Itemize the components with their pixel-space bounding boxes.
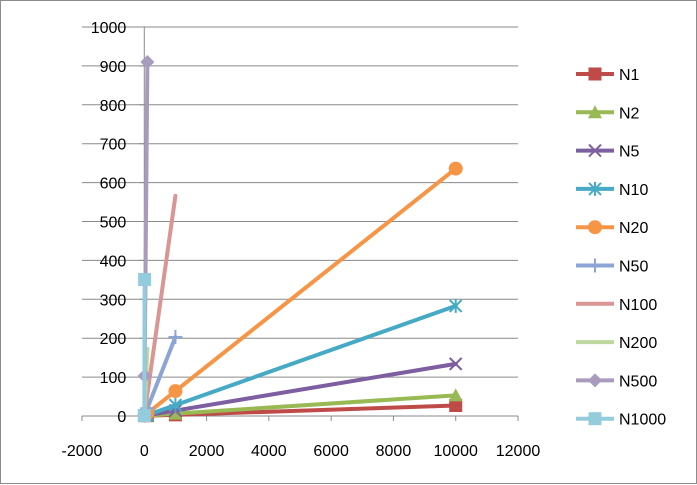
legend-label-n2: N2 [619, 105, 640, 122]
series-line-n20 [145, 169, 456, 416]
legend-label-n20: N20 [619, 220, 648, 237]
x-tick-label: 0 [140, 443, 149, 460]
x-tick-label: 10000 [433, 443, 478, 460]
y-tick-label: 700 [100, 137, 127, 154]
y-tick-label: 500 [100, 215, 127, 232]
x-tick-label: 12000 [496, 443, 541, 460]
y-tick-label: 400 [100, 253, 127, 270]
legend-item-n2: N2 [576, 105, 640, 122]
data-point-n50 [168, 330, 182, 344]
series-layer [138, 55, 463, 423]
axes: 0 100 200 300 400 500 600 700 800 900 1000 -2000 0 20… [62, 20, 541, 460]
data-point-n1000 [139, 273, 151, 285]
legend-marker-n50 [588, 259, 602, 273]
legend-label-n10: N10 [619, 182, 648, 199]
x-tick-label: 6000 [313, 443, 349, 460]
legend-item-n20: N20 [576, 220, 648, 237]
legend-label-n5: N5 [619, 144, 640, 161]
legend-item-n5: N5 [576, 144, 640, 161]
data-point-n1000 [138, 410, 150, 422]
legend-marker-n20 [588, 220, 602, 234]
legend-label-n50: N50 [619, 259, 648, 276]
x-tick-label: 4000 [251, 443, 287, 460]
x-tick-label: -2000 [62, 443, 103, 460]
legend-label-n200: N200 [619, 335, 657, 352]
y-tick-label: 900 [100, 59, 127, 76]
x-tick-label: 8000 [376, 443, 412, 460]
legend-label-n500: N500 [619, 373, 657, 390]
legend-item-n10: N10 [576, 182, 648, 199]
y-tick-label: 600 [100, 176, 127, 193]
legend-label-n1: N1 [619, 67, 640, 84]
legend-marker-n1 [589, 68, 601, 80]
legend-item-n100: N100 [576, 297, 657, 314]
y-tick-label: 200 [100, 331, 127, 348]
y-tick-label: 800 [100, 98, 127, 115]
legend-item-n1: N1 [576, 67, 640, 84]
legend: N1 N2 N5 N10 N20 N50 N100 N200 N500 N1000 [576, 67, 666, 429]
legend-item-n50: N50 [576, 259, 648, 276]
legend-item-n200: N200 [576, 335, 657, 352]
legend-label-n100: N100 [619, 297, 657, 314]
data-point-n500 [140, 55, 154, 69]
legend-marker-n500 [588, 373, 602, 387]
series-n20 [138, 162, 463, 423]
y-tick-label: 1000 [91, 20, 127, 37]
legend-item-n500: N500 [576, 373, 657, 390]
legend-item-n1000: N1000 [576, 412, 666, 429]
legend-label-n1000: N1000 [619, 412, 666, 429]
data-point-n20 [449, 162, 463, 176]
y-tick-label: 100 [100, 370, 127, 387]
legend-marker-n1000 [589, 413, 601, 425]
y-tick-label: 0 [117, 409, 126, 426]
data-point-n20 [168, 384, 182, 398]
y-tick-label: 300 [100, 292, 127, 309]
x-tick-label: 2000 [189, 443, 225, 460]
